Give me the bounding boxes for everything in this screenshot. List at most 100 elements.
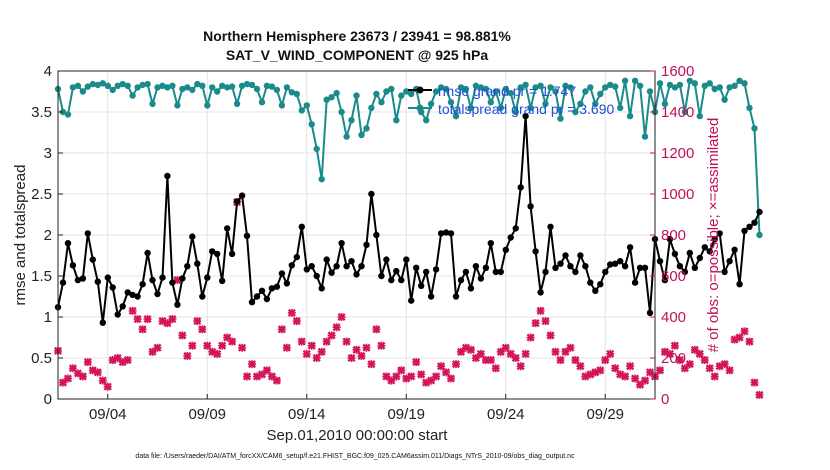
spread-point — [393, 117, 400, 124]
spread-point — [636, 82, 644, 90]
obs-point — [531, 319, 540, 328]
rmse-point — [318, 285, 325, 292]
spread-point — [532, 84, 539, 91]
obs-point — [755, 390, 764, 399]
rmse-point — [572, 268, 579, 276]
obs-point — [626, 362, 635, 371]
spread-point — [477, 84, 485, 91]
spread-point — [681, 108, 689, 116]
spread-point — [731, 82, 738, 90]
spread-point — [174, 102, 181, 109]
obs-point — [78, 372, 87, 381]
rmse-point — [602, 268, 609, 276]
rmse-point — [119, 303, 126, 310]
spread-point — [472, 82, 480, 90]
x-tick-label: 09/04 — [89, 406, 127, 423]
rmse-point — [542, 268, 549, 276]
spread-point — [612, 83, 619, 90]
obs-point — [631, 374, 640, 383]
obs-point — [213, 349, 222, 358]
spread-point — [527, 104, 534, 112]
spread-point — [328, 94, 335, 101]
spread-point — [288, 89, 295, 96]
obs-point — [695, 349, 704, 358]
spread-point — [497, 104, 504, 112]
obs-point — [685, 360, 694, 369]
spread-point — [671, 84, 679, 91]
rmse-point — [756, 208, 763, 216]
spread-point — [313, 145, 320, 153]
spread-point — [751, 125, 758, 132]
rmse-point — [228, 250, 236, 258]
spread-point — [641, 133, 649, 140]
obs-point — [601, 356, 610, 365]
spread-point — [423, 117, 430, 124]
obs-point — [198, 325, 207, 334]
obs-point — [566, 343, 575, 352]
x-tick-label: 09/14 — [288, 406, 326, 423]
rmse-point — [114, 311, 121, 318]
rmse-point — [413, 264, 420, 271]
y-tick-label: 2 — [44, 227, 52, 244]
obs-point — [576, 362, 585, 371]
rmse-point — [124, 289, 131, 296]
legend-rmse-marker — [416, 86, 424, 94]
obs-point — [705, 364, 714, 373]
obs-point — [745, 337, 754, 346]
spread-point — [169, 82, 176, 90]
x-axis-ticks: 09/04 09/09 09/14 09/19 09/24 09/29 — [89, 394, 624, 423]
spread-point — [338, 108, 345, 116]
right-axis-ticks: 0 200 400 600 800 1000 1200 1400 1600 — [650, 63, 694, 408]
obs-point — [367, 360, 376, 369]
obs-point — [655, 366, 665, 375]
spread-point — [343, 133, 350, 140]
rmse-point — [373, 231, 380, 239]
rmse-point — [89, 256, 97, 263]
obs-point — [546, 331, 555, 340]
obs-point — [526, 333, 535, 342]
spread-point — [99, 80, 107, 87]
rmse-point — [567, 263, 574, 270]
obs-point — [466, 345, 475, 354]
obs-point — [690, 345, 699, 354]
spread-point — [144, 80, 151, 88]
obs-point — [451, 360, 461, 369]
rmse-point — [562, 252, 569, 259]
rmse-point — [109, 284, 116, 291]
obs-point — [247, 360, 257, 369]
rmse-point — [403, 256, 410, 263]
spread-point — [323, 96, 330, 103]
obs-point — [735, 333, 744, 342]
rmse-point — [333, 263, 340, 270]
y-right-tick-label: 400 — [661, 309, 686, 326]
spread-point — [711, 85, 718, 93]
chart-title: Northern Hemisphere 23673 / 23941 = 98.8… — [203, 28, 511, 44]
obs-point — [347, 353, 356, 363]
spread-point — [358, 131, 365, 139]
rmse-point — [134, 293, 141, 300]
obs-point — [437, 362, 446, 371]
spread-point — [139, 81, 146, 89]
rmse-point — [189, 233, 196, 240]
rmse-point — [741, 227, 748, 235]
obs-point — [392, 372, 401, 381]
spread-point — [587, 84, 594, 91]
obs-point — [397, 366, 406, 375]
rmse-point — [144, 249, 151, 257]
spread-point — [109, 86, 116, 94]
obs-point — [750, 378, 759, 387]
spread-point — [134, 84, 141, 91]
rmse-point — [323, 256, 330, 263]
obs-point — [262, 366, 271, 375]
rmse-point — [736, 281, 743, 288]
spread-point — [368, 104, 375, 112]
spread-point — [209, 84, 216, 91]
obs-point — [153, 343, 162, 352]
spread-point — [199, 82, 206, 90]
obs-point — [407, 372, 416, 381]
rmse-point — [298, 223, 305, 230]
rmse-point — [641, 264, 649, 271]
spread-point — [661, 100, 669, 108]
rmse-point — [711, 235, 718, 243]
obs-point — [83, 358, 92, 367]
